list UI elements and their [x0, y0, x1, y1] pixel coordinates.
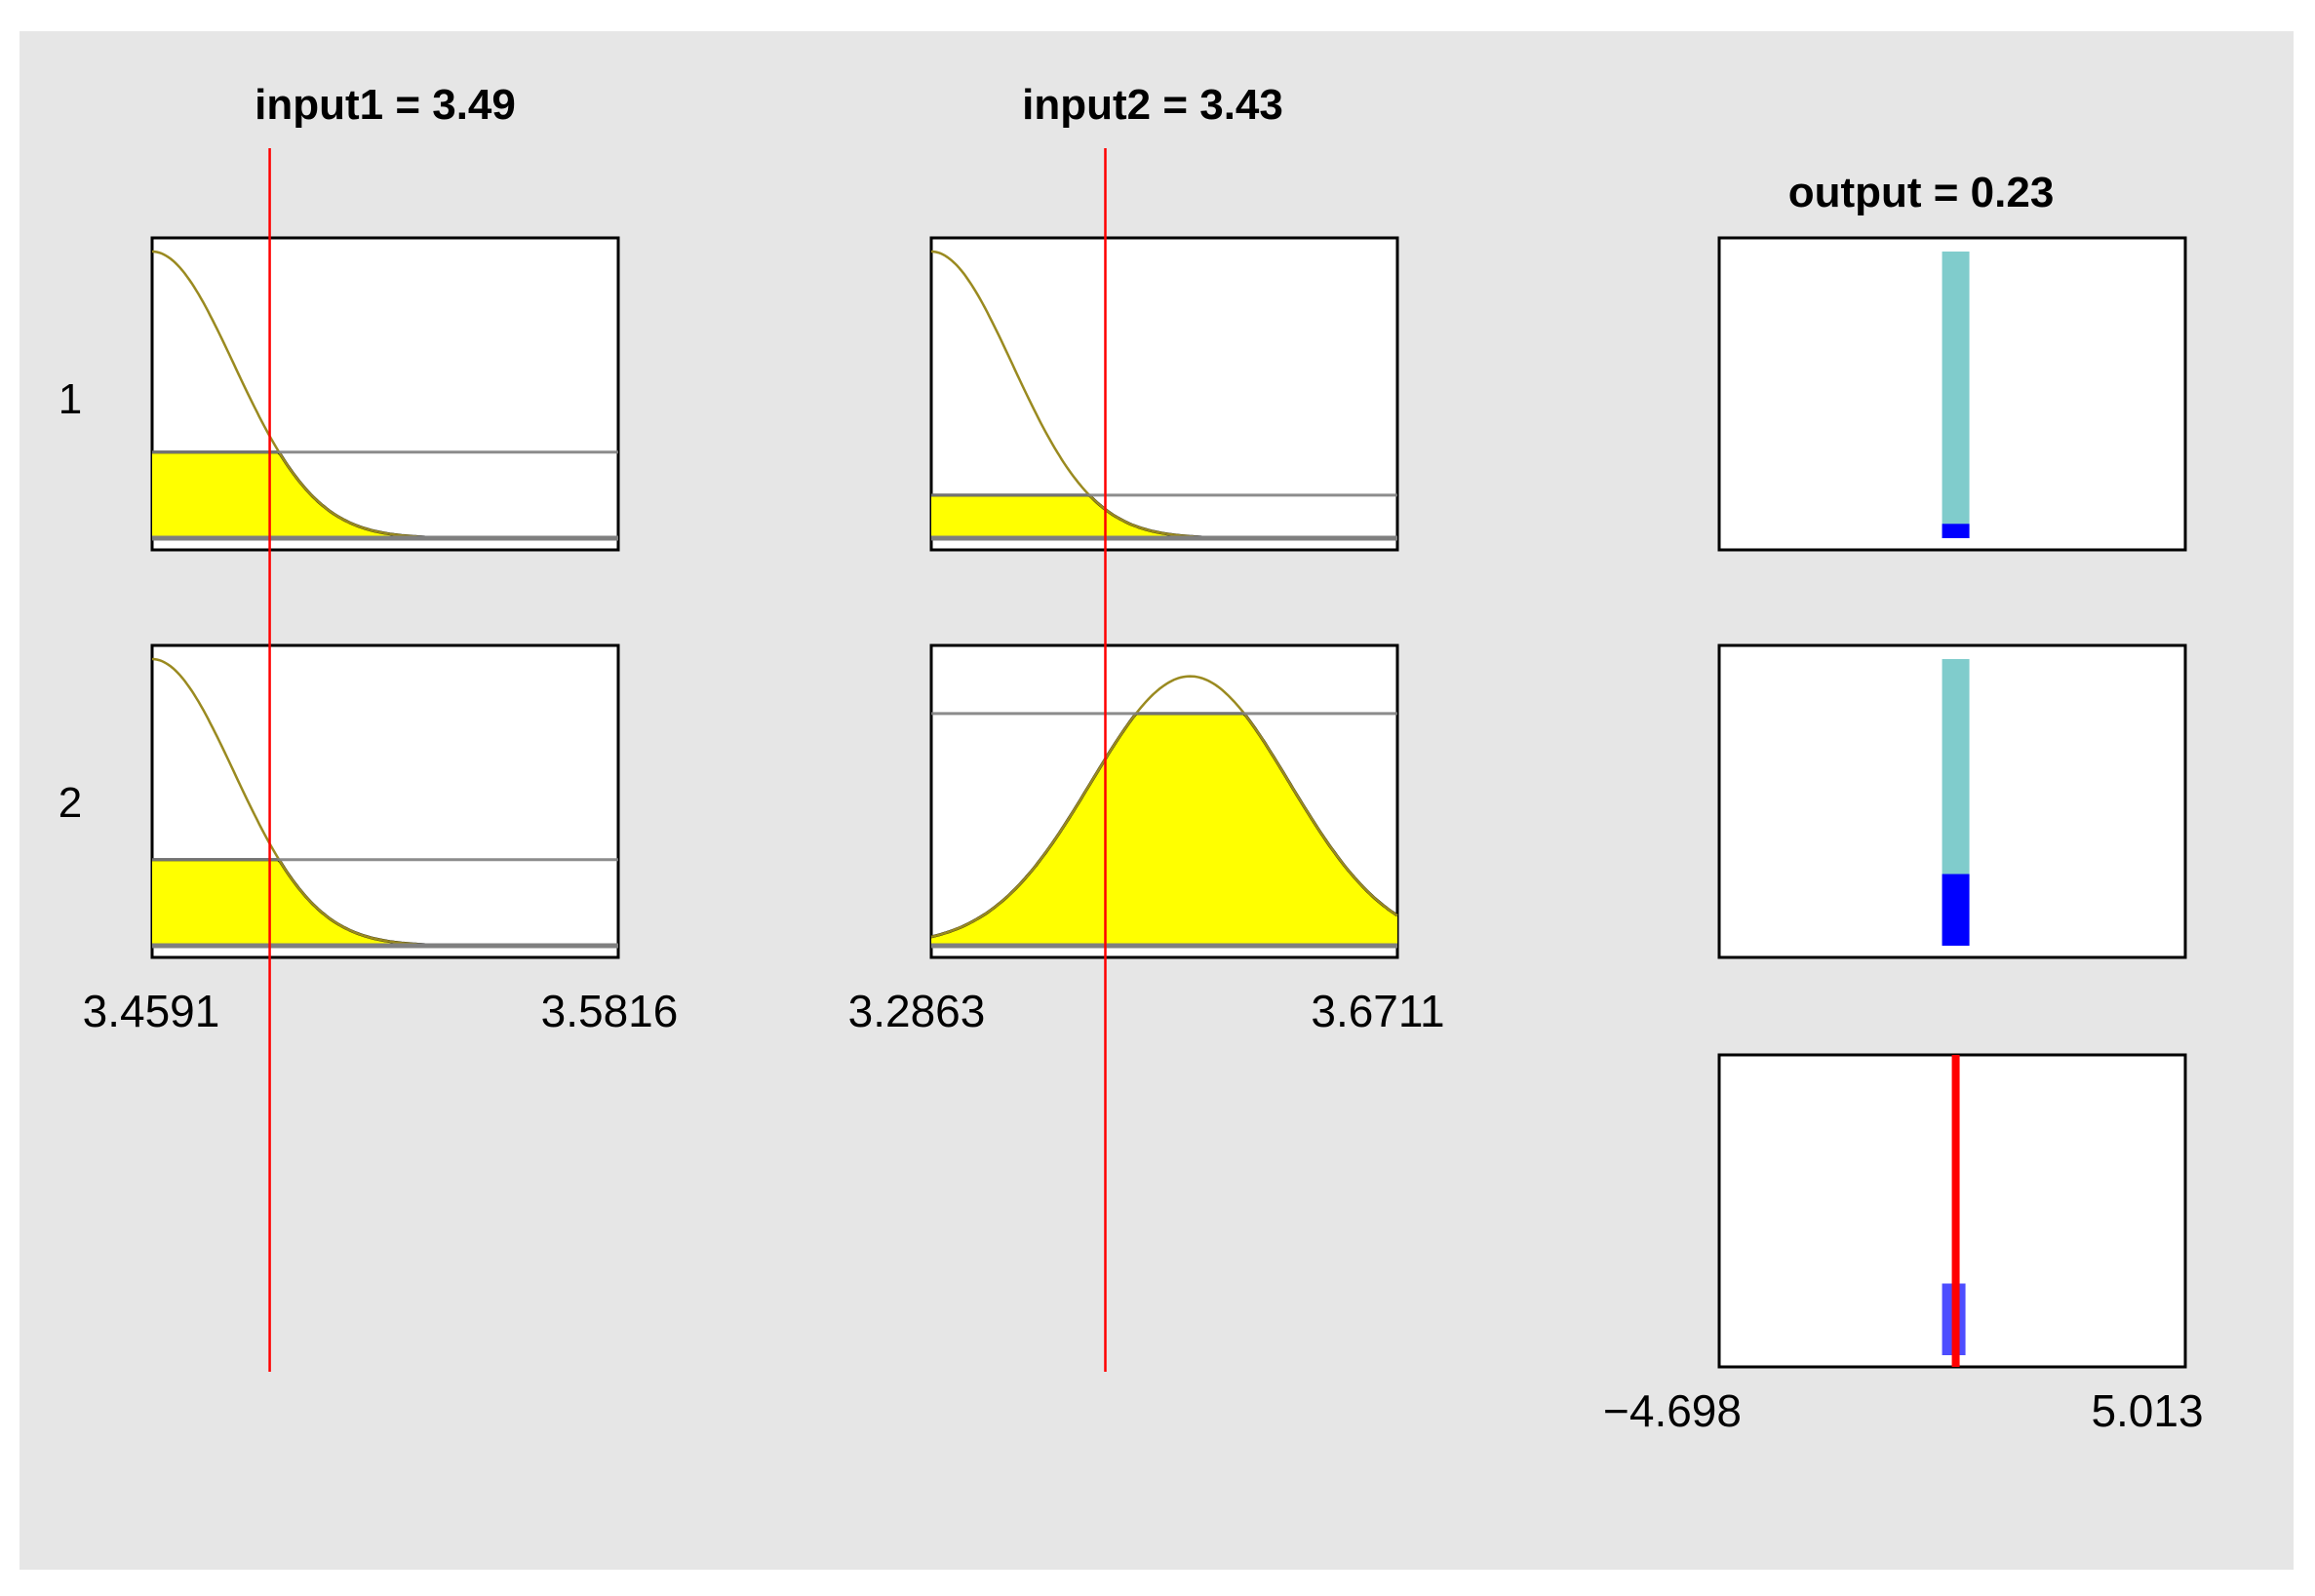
input2-rule2-fired-area: [931, 713, 1397, 946]
input2-range-min: 3.2863: [848, 986, 986, 1036]
input1-range-max: 3.5816: [541, 986, 679, 1036]
output-rule1-singleton: [1942, 252, 1970, 538]
output-rule2-fired-singleton: [1942, 874, 1970, 946]
input1-range-min: 3.4591: [83, 986, 220, 1036]
input2-title: input2 = 3.43: [1022, 81, 1283, 129]
rule-viewer: input1 = 3.49 input2 = 3.43 output = 0.2…: [20, 31, 2294, 1570]
output-rule1-fired-singleton: [1942, 524, 1970, 538]
input1-title: input1 = 3.49: [255, 81, 516, 129]
input2-rule1-fired-area: [931, 494, 1397, 538]
input2-rule2-mf-curve: [930, 675, 1398, 939]
input2-range-max: 3.6711: [1311, 986, 1444, 1036]
output-range-max: 5.013: [2091, 1385, 2203, 1436]
output-title: output = 0.23: [1788, 169, 2055, 216]
rule-number-1: 1: [59, 375, 82, 423]
output-range-min: −4.698: [1603, 1385, 1742, 1436]
rule-viewer-canvas: input1 = 3.49 input2 = 3.43 output = 0.2…: [59, 81, 2204, 1436]
rule-number-2: 2: [59, 779, 82, 827]
